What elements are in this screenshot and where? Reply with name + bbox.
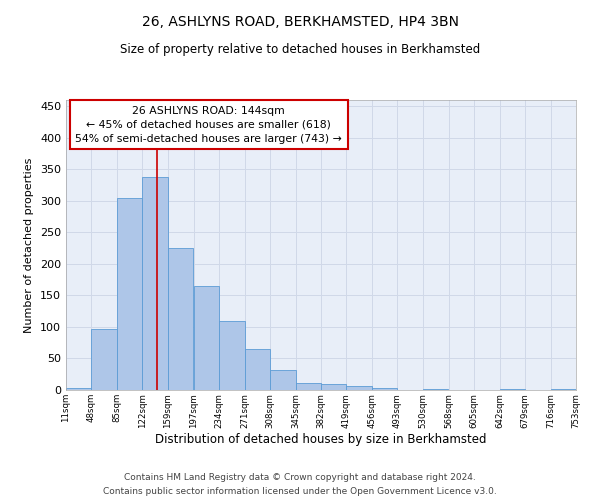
Bar [372,388,397,390]
Bar [270,370,296,390]
Y-axis label: Number of detached properties: Number of detached properties [25,158,34,332]
Bar [168,248,193,390]
Bar [321,384,346,390]
Bar [91,329,117,390]
Bar [117,198,142,390]
Bar [194,286,219,390]
Text: Contains public sector information licensed under the Open Government Licence v3: Contains public sector information licen… [103,488,497,496]
X-axis label: Distribution of detached houses by size in Berkhamsted: Distribution of detached houses by size … [155,433,487,446]
Bar [142,177,168,390]
Text: 26 ASHLYNS ROAD: 144sqm
← 45% of detached houses are smaller (618)
54% of semi-d: 26 ASHLYNS ROAD: 144sqm ← 45% of detache… [76,106,342,144]
Text: Size of property relative to detached houses in Berkhamsted: Size of property relative to detached ho… [120,42,480,56]
Text: Contains HM Land Registry data © Crown copyright and database right 2024.: Contains HM Land Registry data © Crown c… [124,472,476,482]
Bar [423,388,448,390]
Bar [245,349,270,390]
Bar [551,388,576,390]
Bar [346,386,372,390]
Bar [66,388,91,390]
Bar [219,322,245,390]
Text: 26, ASHLYNS ROAD, BERKHAMSTED, HP4 3BN: 26, ASHLYNS ROAD, BERKHAMSTED, HP4 3BN [142,15,458,29]
Bar [296,383,321,390]
